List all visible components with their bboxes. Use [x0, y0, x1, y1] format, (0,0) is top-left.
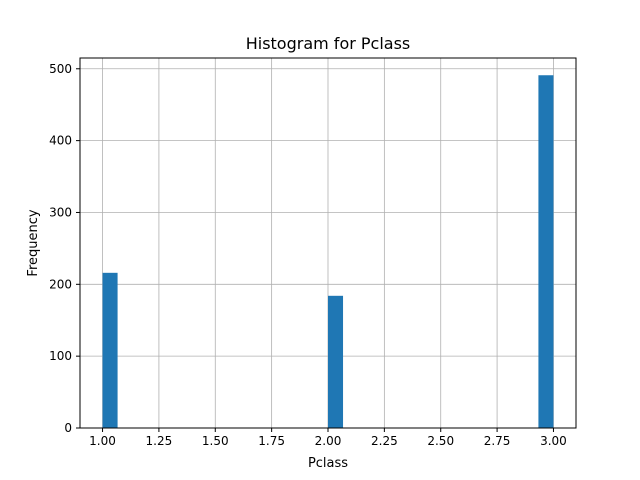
y-tick-label: 300: [49, 205, 72, 219]
x-tick-label: 2.00: [315, 434, 342, 448]
x-tick-label: 1.25: [146, 434, 173, 448]
chart-title: Histogram for Pclass: [246, 34, 411, 53]
x-tick-label: 3.00: [540, 434, 567, 448]
y-tick-label: 100: [49, 349, 72, 363]
histogram-bar-3: [538, 75, 554, 428]
y-tick-label: 0: [64, 421, 72, 435]
x-axis-ticks: 1.00 1.25 1.50 1.75 2.00 2.25 2.50 2.75 3.00: [89, 428, 567, 448]
y-tick-label: 200: [49, 277, 72, 291]
histogram-bars: [102, 75, 554, 428]
x-tick-label: 1.50: [202, 434, 229, 448]
x-tick-label: 1.00: [89, 434, 116, 448]
y-tick-label: 400: [49, 134, 72, 148]
y-axis-ticks: 0 100 200 300 400 500: [49, 62, 80, 435]
histogram-bar-2: [328, 295, 344, 428]
x-tick-label: 1.75: [258, 434, 285, 448]
x-axis-label: Pclass: [308, 456, 348, 471]
x-tick-label: 2.75: [484, 434, 511, 448]
x-tick-label: 2.25: [371, 434, 398, 448]
histogram-bar-1: [102, 272, 118, 428]
x-tick-label: 2.50: [427, 434, 454, 448]
y-axis-label: Frequency: [26, 209, 41, 276]
y-tick-label: 500: [49, 62, 72, 76]
